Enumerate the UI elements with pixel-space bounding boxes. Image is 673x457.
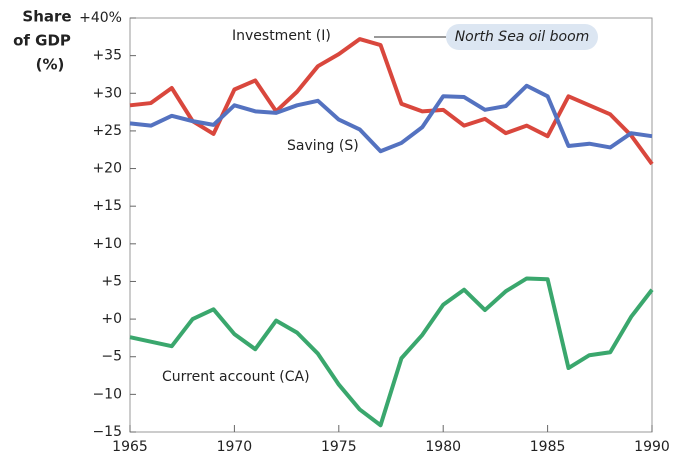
x-tick-label: 1965 <box>112 439 148 455</box>
y-axis-title: of GDP <box>13 32 71 50</box>
y-tick-label: +20 <box>92 161 122 177</box>
y-axis-title: Share <box>22 8 71 26</box>
x-tick-label: 1970 <box>217 439 253 455</box>
series-label: Current account (CA) <box>162 369 310 385</box>
x-tick-label: 1990 <box>634 439 670 455</box>
series-line <box>129 83 653 154</box>
y-tick-label: +0 <box>101 311 122 327</box>
y-tick-label: +30 <box>92 85 122 101</box>
y-tick-label: −5 <box>101 349 122 365</box>
y-tick-label: +10 <box>92 236 122 252</box>
y-tick-label: +15 <box>92 198 122 214</box>
y-tick-label: −10 <box>92 386 122 402</box>
x-tick-label: 1985 <box>530 439 566 455</box>
y-axis-title: (%) <box>36 56 65 74</box>
y-tick-label: +35 <box>92 48 122 64</box>
x-tick-label: 1975 <box>321 439 357 455</box>
series-label: Investment (I) <box>232 28 331 44</box>
y-tick-label: −15 <box>92 424 122 440</box>
annotation-pill <box>446 24 598 50</box>
y-tick-label: +40% <box>79 10 122 26</box>
plot-frame <box>129 17 653 433</box>
y-tick-label: +5 <box>101 273 122 289</box>
series-line <box>129 37 654 166</box>
annotation: North Sea oil boom <box>455 29 590 45</box>
x-tick-label: 1980 <box>425 439 461 455</box>
y-tick-label: +25 <box>92 123 122 139</box>
series-label: Saving (S) <box>287 138 359 154</box>
series-line <box>129 276 654 428</box>
